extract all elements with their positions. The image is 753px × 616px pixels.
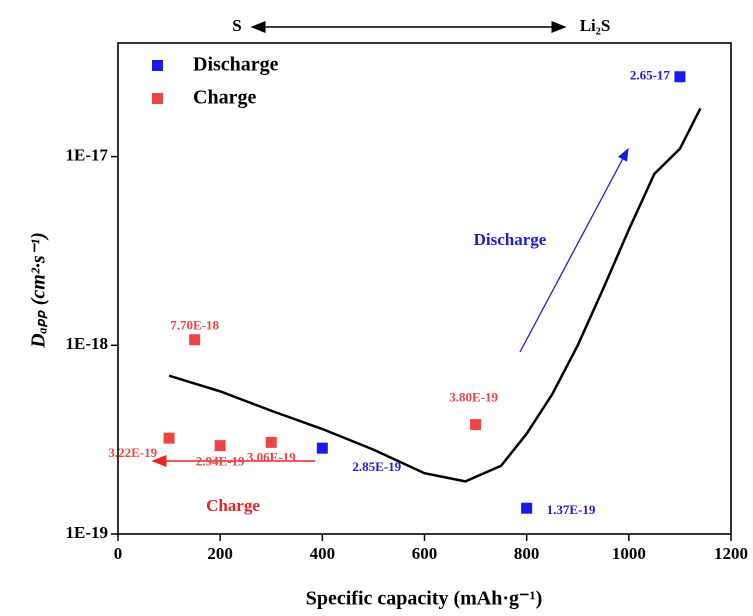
legend-marker	[152, 93, 163, 104]
x-tick-label: 200	[207, 544, 233, 563]
x-tick-label: 1000	[612, 544, 646, 563]
marker	[265, 436, 277, 448]
discharge-arrow	[519, 147, 629, 353]
y-tick-label: 1E-19	[66, 523, 109, 542]
data-label: 3.06E-19	[247, 449, 296, 464]
marker	[214, 440, 226, 452]
y-tick-label: 1E-17	[66, 146, 109, 165]
legend-label: Discharge	[193, 54, 279, 76]
x-tick-label: 400	[310, 544, 336, 563]
top-right-label: Li₂S	[580, 16, 611, 35]
data-label: 7.70E-18	[170, 318, 219, 333]
legend-marker	[152, 60, 163, 71]
fit-curve	[168, 107, 702, 483]
x-tick-label: 1200	[714, 544, 748, 563]
x-axis-label: Specific capacity (mAh·g⁻¹)	[306, 588, 543, 610]
x-tick-label: 0	[114, 544, 123, 563]
marker	[316, 442, 328, 454]
marker	[163, 432, 175, 444]
data-label: 1.37E-19	[547, 502, 596, 517]
arrow-label: Discharge	[474, 230, 547, 249]
marker	[189, 334, 201, 346]
marker	[521, 502, 533, 514]
legend-label: Charge	[193, 87, 256, 109]
data-label: 3.80E-19	[449, 390, 498, 405]
top-left-label: S	[232, 16, 241, 35]
data-label: 2.94E-19	[196, 454, 245, 469]
arrow-label: Charge	[206, 496, 260, 515]
data-label: 3.22E-19	[108, 445, 157, 460]
y-tick-label: 1E-18	[66, 334, 109, 353]
data-label: 2.85E-19	[352, 459, 401, 474]
data-label: 2.65-17	[630, 68, 671, 83]
x-tick-label: 600	[412, 544, 438, 563]
x-tick-label: 800	[514, 544, 540, 563]
marker	[470, 419, 482, 431]
marker	[674, 71, 686, 83]
y-axis-label: Dₐₚₚ (cm²·s⁻¹)	[28, 232, 50, 349]
